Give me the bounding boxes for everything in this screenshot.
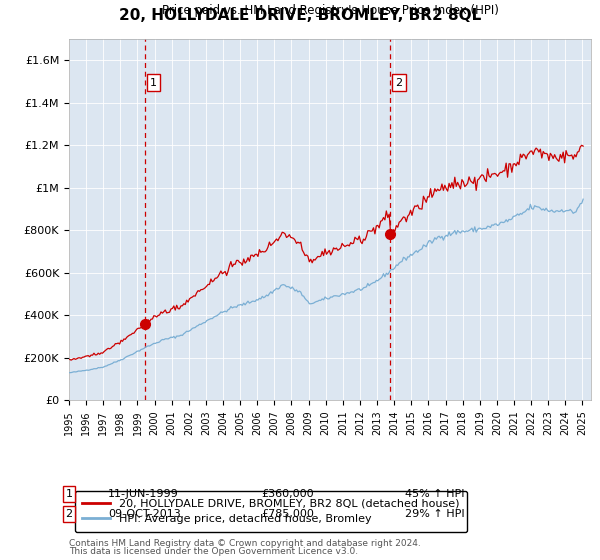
- Text: 29% ↑ HPI: 29% ↑ HPI: [405, 509, 464, 519]
- Text: 09-OCT-2013: 09-OCT-2013: [108, 509, 181, 519]
- Text: Contains HM Land Registry data © Crown copyright and database right 2024.: Contains HM Land Registry data © Crown c…: [69, 539, 421, 548]
- Text: 1: 1: [65, 489, 73, 499]
- Text: 11-JUN-1999: 11-JUN-1999: [108, 489, 179, 499]
- Text: 45% ↑ HPI: 45% ↑ HPI: [405, 489, 464, 499]
- Text: £360,000: £360,000: [261, 489, 314, 499]
- Text: 2: 2: [395, 77, 403, 87]
- Text: 1: 1: [150, 77, 157, 87]
- Text: 20, HOLLYDALE DRIVE, BROMLEY, BR2 8QL: 20, HOLLYDALE DRIVE, BROMLEY, BR2 8QL: [119, 8, 481, 24]
- Title: Price paid vs. HM Land Registry's House Price Index (HPI): Price paid vs. HM Land Registry's House …: [161, 4, 499, 17]
- Text: £785,000: £785,000: [261, 509, 314, 519]
- Legend: 20, HOLLYDALE DRIVE, BROMLEY, BR2 8QL (detached house), HPI: Average price, deta: 20, HOLLYDALE DRIVE, BROMLEY, BR2 8QL (d…: [74, 491, 467, 532]
- Text: This data is licensed under the Open Government Licence v3.0.: This data is licensed under the Open Gov…: [69, 547, 358, 556]
- Text: 2: 2: [65, 509, 73, 519]
